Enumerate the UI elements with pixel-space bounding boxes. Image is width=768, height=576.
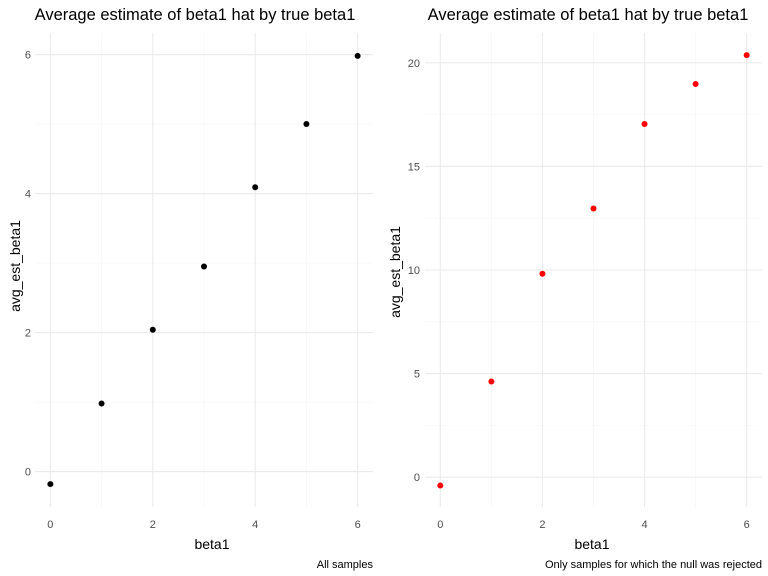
- data-point: [98, 400, 105, 407]
- right-panel: Average estimate of beta1 hat by true be…: [387, 6, 762, 571]
- x-tick-label: 6: [744, 519, 750, 531]
- y-tick-label: 6: [25, 50, 31, 62]
- y-tick-labels: 0 5 10 15 20: [408, 58, 420, 484]
- y-tick-label: 4: [25, 189, 31, 201]
- data-point: [692, 80, 699, 87]
- data-point: [437, 482, 444, 489]
- y-tick-label: 2: [25, 328, 31, 340]
- x-axis-title: beta1: [574, 536, 609, 552]
- y-tick-label: 20: [408, 58, 420, 70]
- data-point: [252, 184, 259, 191]
- x-tick-labels: 0 2 4 6: [47, 519, 360, 531]
- y-tick-label: 0: [25, 467, 31, 479]
- chart-title: Average estimate of beta1 hat by true be…: [35, 6, 356, 24]
- caption: Only samples for which the null was reje…: [545, 559, 762, 571]
- y-tick-label: 0: [414, 472, 420, 484]
- y-axis-title: avg_est_beta1: [7, 220, 23, 312]
- x-axis-title: beta1: [194, 536, 229, 552]
- caption: All samples: [317, 559, 374, 571]
- y-axis-title: avg_est_beta1: [387, 226, 403, 318]
- data-point: [149, 326, 156, 333]
- y-tick-label: 10: [408, 265, 420, 277]
- data-point: [539, 270, 546, 277]
- x-tick-label: 4: [252, 519, 258, 531]
- data-points: [437, 52, 750, 489]
- data-point: [201, 263, 207, 270]
- data-point: [47, 481, 54, 488]
- y-tick-label: 5: [414, 369, 420, 381]
- data-points: [47, 52, 361, 488]
- x-tick-label: 2: [539, 519, 545, 531]
- data-point: [641, 120, 648, 127]
- x-tick-label: 2: [150, 519, 156, 531]
- chart-title: Average estimate of beta1 hat by true be…: [428, 6, 749, 24]
- data-point: [488, 378, 495, 385]
- y-tick-label: 15: [408, 161, 420, 173]
- y-tick-labels: 0 2 4 6: [25, 50, 31, 479]
- data-point: [354, 52, 361, 59]
- gridlines: [35, 33, 373, 507]
- x-tick-label: 0: [47, 519, 53, 531]
- x-tick-label: 4: [641, 519, 647, 531]
- left-panel: Average estimate of beta1 hat by true be…: [7, 6, 373, 571]
- data-point: [303, 121, 310, 128]
- gridlines: [425, 33, 762, 507]
- x-tick-label: 6: [355, 519, 361, 531]
- x-tick-labels: 0 2 4 6: [437, 519, 749, 531]
- x-tick-label: 0: [437, 519, 443, 531]
- data-point: [743, 52, 750, 59]
- data-point: [590, 205, 597, 212]
